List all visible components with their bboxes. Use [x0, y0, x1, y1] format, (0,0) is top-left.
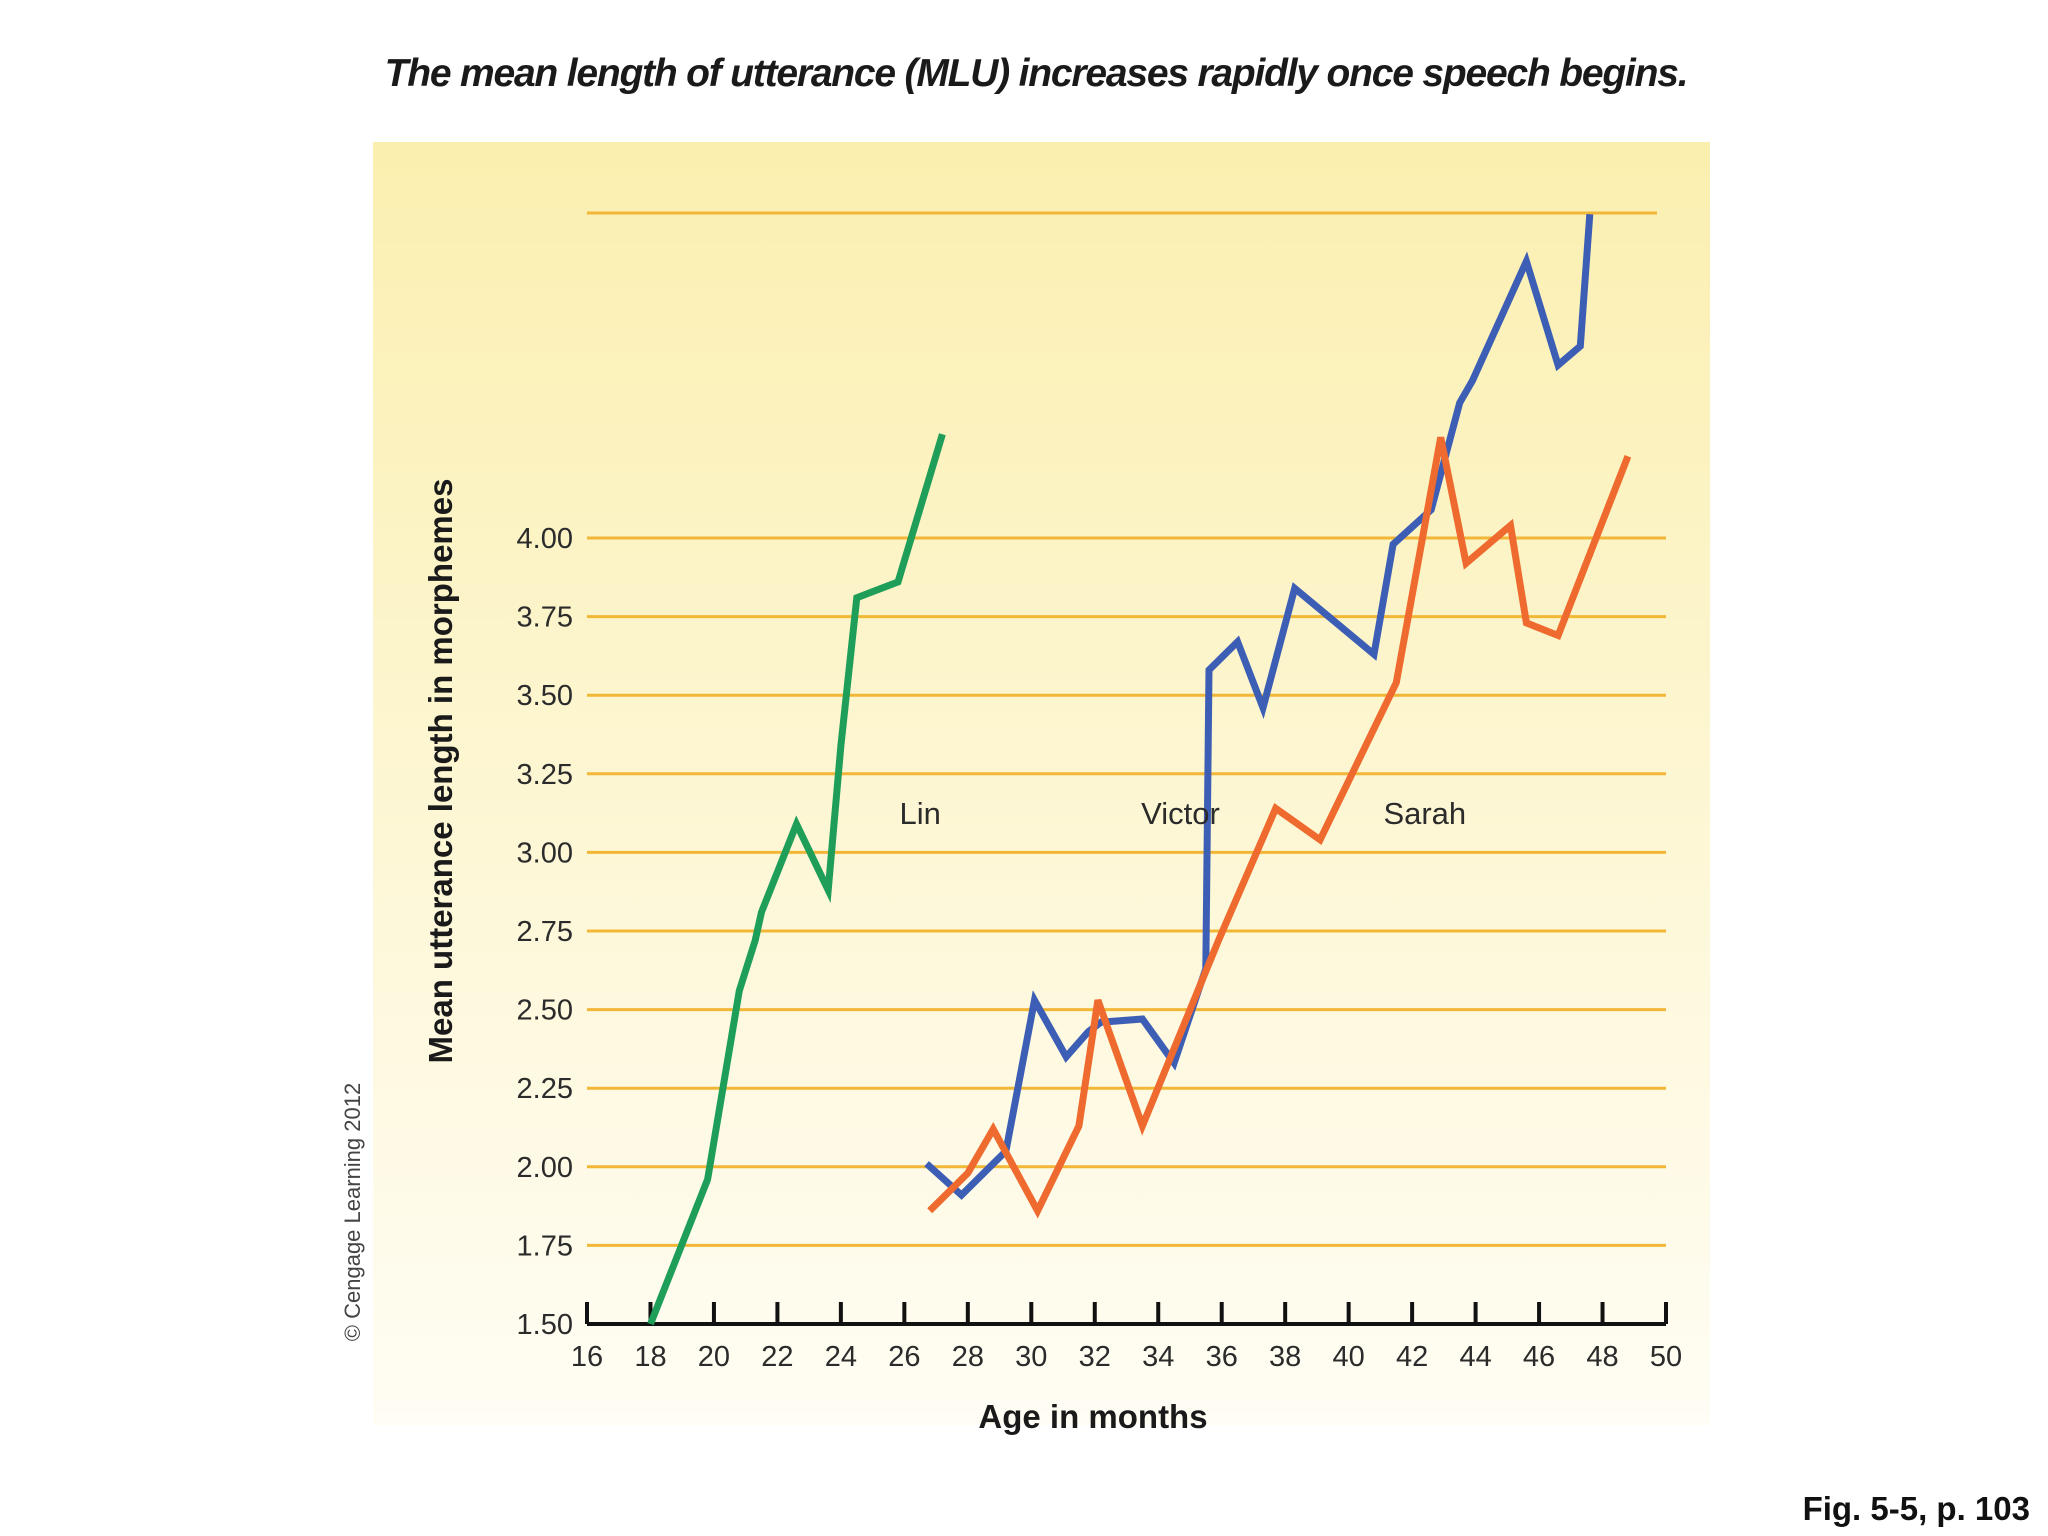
x-tick-label: 36	[1206, 1341, 1238, 1373]
y-tick-label: 2.00	[517, 1152, 573, 1184]
x-tick-label: 40	[1333, 1341, 1365, 1373]
y-tick-label: 3.25	[517, 759, 573, 791]
plot-panel	[373, 142, 1710, 1425]
x-tick-label: 44	[1459, 1341, 1491, 1373]
y-tick-label: 1.75	[517, 1230, 573, 1262]
y-tick-label: 2.75	[517, 916, 573, 948]
x-tick-label: 24	[825, 1341, 857, 1373]
x-tick-label: 38	[1269, 1341, 1301, 1373]
y-tick-label: 3.75	[517, 602, 573, 634]
figure-caption: Fig. 5-5, p. 103	[1802, 1490, 2030, 1527]
x-tick-label: 16	[571, 1341, 603, 1373]
series-labels: Lin Victor Sarah	[900, 796, 1467, 831]
copyright-notice: © Cengage Learning 2012	[340, 1083, 365, 1341]
series-line-sarah	[927, 436, 1632, 1219]
y-tick-label: 4.00	[517, 523, 573, 555]
y-tick-label: 3.00	[517, 837, 573, 869]
x-tick-label: 30	[1015, 1341, 1047, 1373]
y-tick-label: 3.50	[517, 680, 573, 712]
y-tick-label: 2.25	[517, 1073, 573, 1105]
x-tick-label: 22	[761, 1341, 793, 1373]
x-tick-label: 28	[952, 1341, 984, 1373]
x-tick-label: 48	[1586, 1341, 1618, 1373]
y-tick-label: 1.50	[517, 1309, 573, 1341]
series-label-lin: Lin	[900, 796, 941, 831]
series-label-victor: Victor	[1141, 796, 1220, 831]
axes: 1.50 1.75 2.00 2.25 2.50 2.75 3.00 3.25 3.50 3.75…	[517, 523, 1683, 1373]
y-axis-title: Mean utterance length in morphemes	[422, 479, 459, 1064]
x-tick-label: 32	[1079, 1341, 1111, 1373]
series-line-victor	[924, 213, 1594, 1200]
x-tick-label: 26	[888, 1341, 920, 1373]
x-tick-label: 46	[1523, 1341, 1555, 1373]
x-tick-label: 50	[1650, 1341, 1682, 1373]
x-tick-label: 34	[1142, 1341, 1174, 1373]
x-tick-label: 18	[634, 1341, 666, 1373]
series-lines	[647, 213, 1632, 1326]
y-tick-label: 2.50	[517, 995, 573, 1027]
x-axis-title: Age in months	[978, 1398, 1207, 1435]
chart-title: The mean length of utterance (MLU) incre…	[384, 52, 1689, 95]
x-tick-label: 42	[1396, 1341, 1428, 1373]
x-tick-label: 20	[698, 1341, 730, 1373]
series-line-lin	[647, 433, 946, 1326]
series-label-sarah: Sarah	[1383, 796, 1466, 831]
